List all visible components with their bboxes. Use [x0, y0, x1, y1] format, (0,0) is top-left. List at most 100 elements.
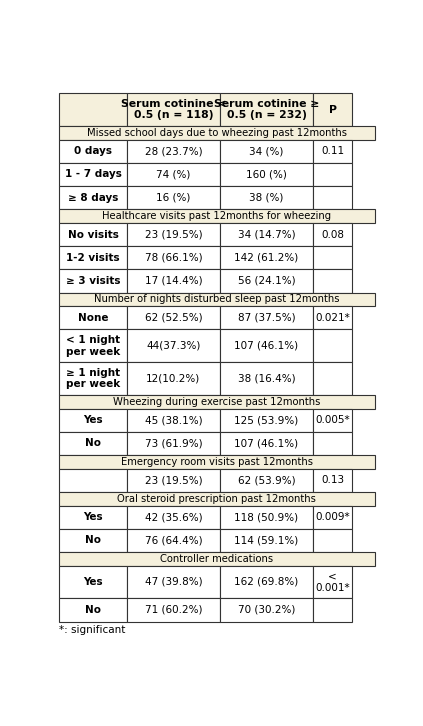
Bar [220, 409, 313, 432]
Bar [313, 163, 352, 186]
Text: 34 (14.7%): 34 (14.7%) [238, 229, 295, 240]
Bar [220, 566, 313, 598]
Bar [59, 552, 374, 566]
Text: 17 (14.4%): 17 (14.4%) [145, 276, 202, 286]
Bar [313, 362, 352, 395]
Bar [313, 246, 352, 269]
Bar [220, 93, 313, 126]
Text: 0.005*: 0.005* [316, 415, 350, 425]
Text: 38 (16.4%): 38 (16.4%) [238, 373, 295, 383]
Text: Wheezing during exercise past 12months: Wheezing during exercise past 12months [113, 396, 321, 407]
Bar [59, 306, 127, 330]
Text: 23 (19.5%): 23 (19.5%) [145, 229, 202, 240]
Bar [127, 505, 220, 529]
Bar [127, 566, 220, 598]
Bar [127, 598, 220, 621]
Text: No: No [85, 535, 101, 545]
Bar [220, 362, 313, 395]
Text: 62 (53.9%): 62 (53.9%) [238, 476, 295, 485]
Bar [59, 330, 127, 362]
Bar [313, 186, 352, 209]
Bar [220, 223, 313, 246]
Text: *: significant: *: significant [59, 625, 126, 635]
Bar [59, 468, 127, 492]
Bar [59, 209, 374, 223]
Text: 71 (60.2%): 71 (60.2%) [145, 605, 202, 615]
Text: 1-2 visits: 1-2 visits [66, 253, 120, 263]
Bar [127, 362, 220, 395]
Bar [59, 409, 127, 432]
Bar [313, 269, 352, 293]
Bar [59, 186, 127, 209]
Bar [313, 598, 352, 621]
Bar [313, 409, 352, 432]
Text: Controller medications: Controller medications [160, 554, 273, 564]
Bar [220, 269, 313, 293]
Bar [220, 598, 313, 621]
Bar [220, 432, 313, 455]
Bar [59, 566, 127, 598]
Bar [127, 223, 220, 246]
Bar [220, 468, 313, 492]
Bar [313, 432, 352, 455]
Text: 114 (59.1%): 114 (59.1%) [234, 535, 299, 545]
Bar [59, 223, 127, 246]
Text: P: P [329, 105, 337, 115]
Text: ≥ 8 days: ≥ 8 days [68, 192, 118, 203]
Bar [313, 505, 352, 529]
Text: 62 (52.5%): 62 (52.5%) [145, 313, 202, 323]
Bar [127, 529, 220, 552]
Text: 42 (35.6%): 42 (35.6%) [145, 512, 202, 522]
Text: No: No [85, 439, 101, 449]
Text: Serum cotinine <
0.5 (n = 118): Serum cotinine < 0.5 (n = 118) [121, 99, 226, 121]
Bar [127, 139, 220, 163]
Text: 44(37.3%): 44(37.3%) [146, 340, 201, 351]
Bar [59, 139, 127, 163]
Bar [313, 330, 352, 362]
Bar [127, 409, 220, 432]
Bar [220, 306, 313, 330]
Text: Number of nights disturbed sleep past 12months: Number of nights disturbed sleep past 12… [94, 295, 340, 304]
Bar [127, 468, 220, 492]
Text: 34 (%): 34 (%) [249, 146, 284, 156]
Text: Missed school days due to wheezing past 12months: Missed school days due to wheezing past … [87, 128, 347, 138]
Bar [220, 163, 313, 186]
Text: 107 (46.1%): 107 (46.1%) [234, 439, 299, 449]
Bar [127, 246, 220, 269]
Bar [313, 306, 352, 330]
Bar [59, 529, 127, 552]
Bar [59, 395, 374, 409]
Text: 38 (%): 38 (%) [249, 192, 284, 203]
Text: Emergency room visits past 12months: Emergency room visits past 12months [121, 457, 313, 467]
Text: 0.021*: 0.021* [315, 313, 350, 323]
Text: 118 (50.9%): 118 (50.9%) [234, 512, 299, 522]
Bar [127, 306, 220, 330]
Text: 160 (%): 160 (%) [246, 169, 287, 179]
Text: 0 days: 0 days [74, 146, 112, 156]
Text: 23 (19.5%): 23 (19.5%) [145, 476, 202, 485]
Bar [313, 468, 352, 492]
Bar [127, 432, 220, 455]
Bar [59, 163, 127, 186]
Bar [220, 139, 313, 163]
Bar [313, 139, 352, 163]
Bar [59, 362, 127, 395]
Text: < 1 night
per week: < 1 night per week [66, 335, 120, 356]
Text: 0.13: 0.13 [321, 476, 344, 485]
Bar [59, 293, 374, 306]
Bar [220, 529, 313, 552]
Text: 162 (69.8%): 162 (69.8%) [234, 577, 299, 587]
Bar [59, 432, 127, 455]
Bar [59, 126, 374, 139]
Text: 45 (38.1%): 45 (38.1%) [145, 415, 202, 425]
Text: No: No [85, 605, 101, 615]
Text: Healthcare visits past 12months for wheezing: Healthcare visits past 12months for whee… [102, 211, 331, 221]
Text: 0.11: 0.11 [321, 146, 344, 156]
Bar [59, 598, 127, 621]
Bar [220, 246, 313, 269]
Text: 125 (53.9%): 125 (53.9%) [234, 415, 299, 425]
Bar [313, 93, 352, 126]
Bar [127, 269, 220, 293]
Bar [220, 186, 313, 209]
Bar [313, 223, 352, 246]
